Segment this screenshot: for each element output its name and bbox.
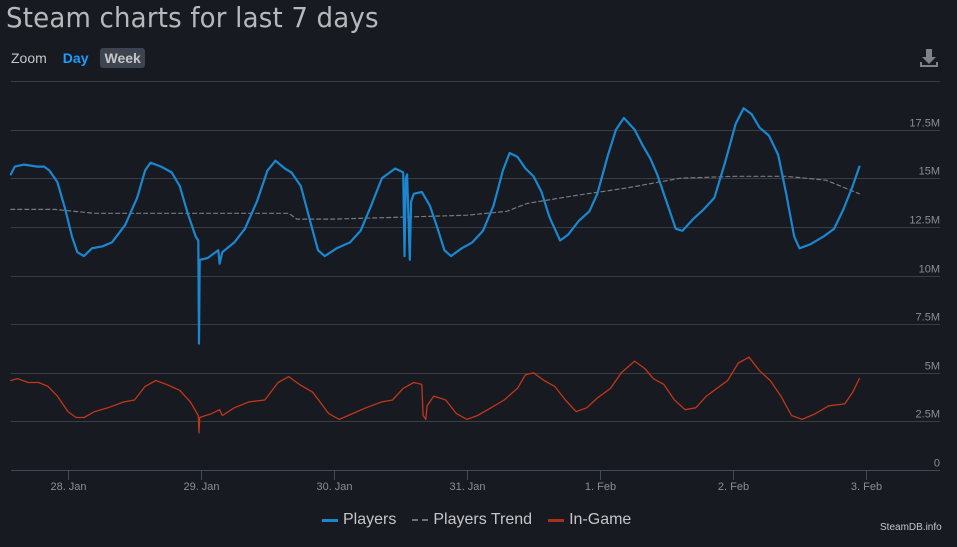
x-tick-label: 3. Feb (851, 481, 882, 493)
y-tick-label: 15M (919, 166, 940, 178)
y-tick-label: 0 (934, 458, 940, 470)
legend-item-in-game[interactable]: In-Game (548, 511, 631, 529)
zoom-day-button[interactable]: Day (62, 50, 89, 66)
y-axis-labels: 0 2.5M 5M 7.5M 10M 12.5M 15M 17.5M (909, 118, 940, 470)
grid-lines (11, 81, 940, 422)
chart-series (9, 107, 861, 434)
legend-label-in-game: In-Game (569, 511, 632, 528)
y-tick-label: 10M (919, 264, 940, 276)
steamdb-credit-link[interactable]: SteamDB.info (880, 522, 942, 533)
legend-label-trend: Players Trend (433, 511, 533, 528)
trend-swatch-icon (412, 519, 429, 521)
x-tick-label: 31. Jan (449, 481, 485, 493)
page-title: Steam charts for last 7 days (6, 1, 379, 34)
series-players[interactable] (9, 107, 861, 345)
y-tick-label: 2.5M (916, 409, 940, 421)
x-axis: 28. Jan 29. Jan 30. Jan 31. Jan 1. Feb 2. Feb… (11, 470, 940, 493)
in-game-swatch-icon (548, 518, 565, 522)
x-tick-label: 28. Jan (50, 481, 86, 493)
zoom-week-button[interactable]: Week (100, 48, 145, 68)
series-players-trend[interactable] (10, 175, 860, 220)
x-tick-label: 30. Jan (316, 481, 352, 493)
download-button[interactable] (918, 47, 940, 69)
zoom-selector: Zoom Day Week (11, 47, 153, 69)
legend-item-players[interactable]: Players (322, 511, 396, 529)
legend-item-players-trend[interactable]: Players Trend (412, 511, 532, 529)
legend: Players Players Trend In-Game (322, 511, 647, 529)
y-tick-label: 17.5M (909, 118, 940, 130)
line-chart: 0 2.5M 5M 7.5M 10M 12.5M 15M 17.5M 28. Jan 29. J… (9, 81, 940, 493)
y-tick-label: 12.5M (909, 215, 940, 227)
series-in-game[interactable] (10, 356, 861, 434)
download-icon (920, 49, 938, 67)
players-swatch-icon (322, 518, 338, 522)
x-tick-label: 1. Feb (585, 481, 616, 493)
x-tick-label: 29. Jan (183, 481, 219, 493)
zoom-label: Zoom (11, 50, 47, 66)
y-tick-label: 5M (925, 361, 940, 373)
y-tick-label: 7.5M (916, 312, 940, 324)
x-tick-label: 2. Feb (718, 481, 749, 493)
legend-label-players: Players (343, 511, 397, 528)
